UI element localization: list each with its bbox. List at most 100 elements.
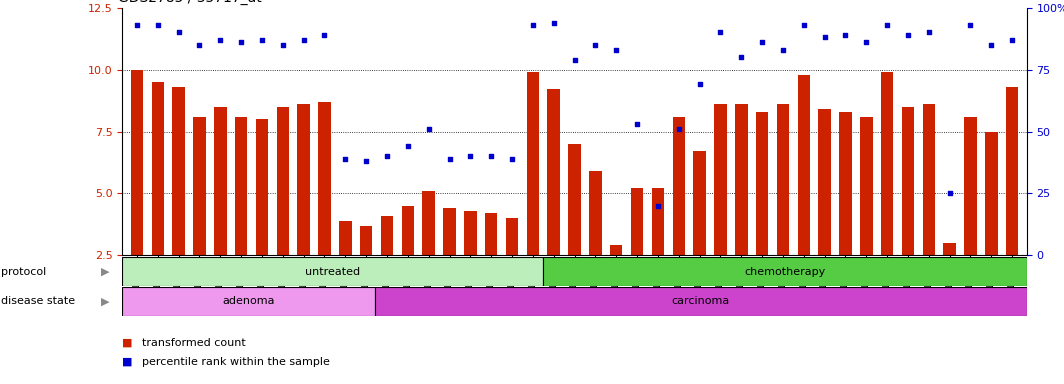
- Bar: [277, 107, 289, 255]
- Point: [399, 143, 416, 149]
- Bar: [735, 104, 748, 255]
- Bar: [985, 131, 998, 255]
- Bar: [651, 189, 664, 255]
- Point: [608, 47, 625, 53]
- Point: [379, 153, 396, 159]
- Point: [337, 156, 354, 162]
- Bar: [360, 226, 372, 255]
- Bar: [235, 117, 248, 255]
- Bar: [444, 208, 455, 255]
- Bar: [131, 70, 144, 255]
- Bar: [860, 117, 872, 255]
- Bar: [798, 74, 810, 255]
- Text: GDS2785 / 35717_at: GDS2785 / 35717_at: [118, 0, 262, 5]
- Bar: [755, 112, 768, 255]
- Bar: [944, 243, 955, 255]
- Bar: [422, 191, 435, 255]
- Point: [525, 22, 542, 28]
- Point: [129, 22, 146, 28]
- Point: [233, 39, 250, 45]
- Text: ■: ■: [122, 357, 133, 367]
- Bar: [122, 257, 543, 286]
- Point: [795, 22, 812, 28]
- Text: adenoma: adenoma: [222, 296, 275, 306]
- Point: [358, 158, 375, 164]
- Bar: [610, 245, 622, 255]
- Text: chemotherapy: chemotherapy: [744, 266, 826, 277]
- Point: [649, 203, 666, 209]
- Bar: [151, 82, 164, 255]
- Point: [253, 37, 270, 43]
- Point: [816, 34, 833, 40]
- Bar: [714, 104, 727, 255]
- Bar: [214, 107, 227, 255]
- Text: percentile rank within the sample: percentile rank within the sample: [142, 357, 330, 367]
- Bar: [548, 89, 560, 255]
- Bar: [375, 287, 1027, 316]
- Point: [1003, 37, 1020, 43]
- Point: [566, 56, 583, 63]
- Point: [775, 47, 792, 53]
- Bar: [543, 257, 1027, 286]
- Point: [149, 22, 166, 28]
- Point: [837, 32, 854, 38]
- Text: disease state: disease state: [1, 296, 76, 306]
- Point: [629, 121, 646, 127]
- Point: [462, 153, 479, 159]
- Bar: [922, 104, 935, 255]
- Point: [420, 126, 437, 132]
- Point: [295, 37, 312, 43]
- Point: [275, 42, 292, 48]
- Bar: [818, 109, 831, 255]
- Text: carcinoma: carcinoma: [671, 296, 730, 306]
- Point: [858, 39, 875, 45]
- Point: [983, 42, 1000, 48]
- Bar: [255, 119, 268, 255]
- Point: [545, 20, 562, 26]
- Bar: [401, 206, 414, 255]
- Bar: [527, 72, 539, 255]
- Point: [753, 39, 770, 45]
- Point: [503, 156, 520, 162]
- Point: [920, 30, 937, 36]
- Point: [692, 81, 709, 88]
- Point: [587, 42, 604, 48]
- Bar: [839, 112, 851, 255]
- Bar: [122, 287, 375, 316]
- Point: [670, 126, 687, 132]
- Bar: [777, 104, 789, 255]
- Bar: [1005, 87, 1018, 255]
- Bar: [964, 117, 977, 255]
- Text: transformed count: transformed count: [142, 338, 246, 348]
- Point: [440, 156, 458, 162]
- Bar: [881, 72, 894, 255]
- Bar: [694, 151, 705, 255]
- Bar: [381, 216, 394, 255]
- Bar: [194, 117, 205, 255]
- Bar: [672, 117, 685, 255]
- Bar: [505, 218, 518, 255]
- Text: ■: ■: [122, 338, 133, 348]
- Bar: [464, 211, 477, 255]
- Bar: [172, 87, 185, 255]
- Point: [899, 32, 916, 38]
- Point: [733, 54, 750, 60]
- Bar: [589, 171, 601, 255]
- Text: ▶: ▶: [101, 266, 110, 277]
- Point: [190, 42, 207, 48]
- Text: protocol: protocol: [1, 266, 47, 277]
- Bar: [339, 221, 351, 255]
- Bar: [318, 102, 331, 255]
- Bar: [298, 104, 310, 255]
- Text: ▶: ▶: [101, 296, 110, 306]
- Point: [879, 22, 896, 28]
- Point: [962, 22, 979, 28]
- Point: [483, 153, 500, 159]
- Point: [712, 30, 729, 36]
- Text: untreated: untreated: [305, 266, 361, 277]
- Bar: [901, 107, 914, 255]
- Bar: [485, 213, 498, 255]
- Point: [942, 190, 959, 197]
- Point: [212, 37, 229, 43]
- Point: [316, 32, 333, 38]
